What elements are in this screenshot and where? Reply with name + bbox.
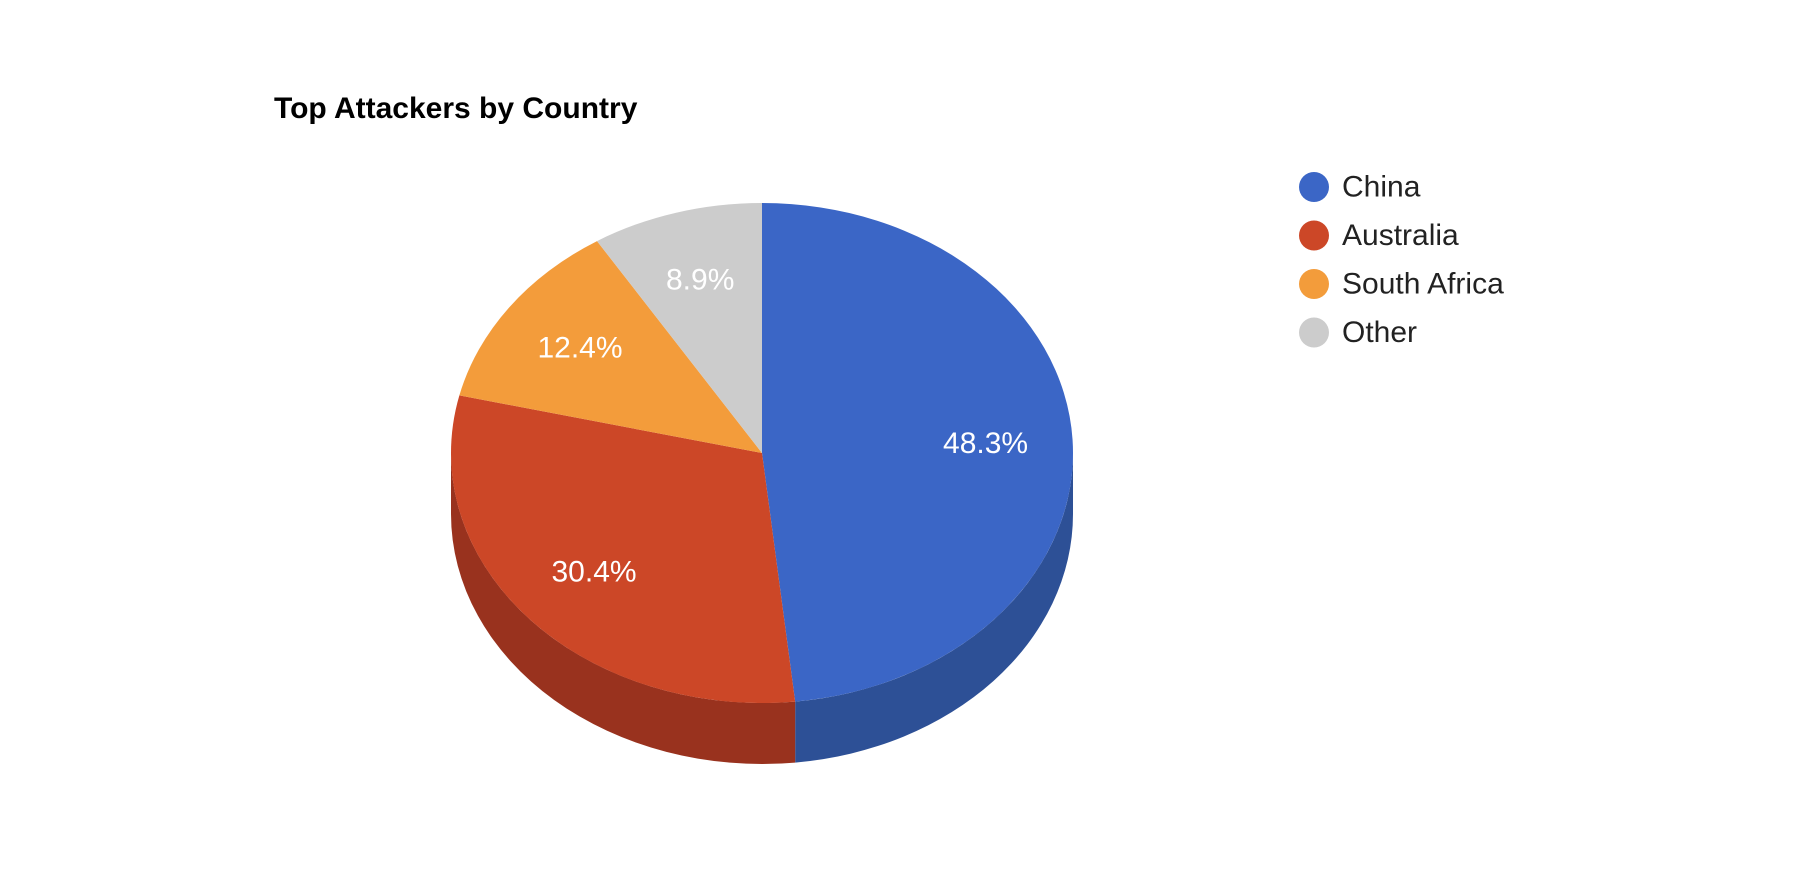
pie-slice-china[interactable] bbox=[762, 203, 1074, 702]
pie-slice-australia[interactable] bbox=[450, 395, 796, 704]
pie-side-australia bbox=[451, 453, 796, 764]
legend: China Australia South Africa Other bbox=[1299, 171, 1504, 349]
pie-slice-other[interactable] bbox=[597, 203, 762, 453]
legend-swatch bbox=[1299, 172, 1329, 202]
legend-label: South Africa bbox=[1342, 268, 1504, 301]
legend-label: China bbox=[1342, 171, 1421, 204]
legend-item-other[interactable]: Other bbox=[1299, 316, 1417, 349]
slice-label-south-africa: 12.4% bbox=[537, 332, 622, 365]
slice-label-china: 48.3% bbox=[943, 427, 1028, 460]
legend-swatch bbox=[1299, 317, 1329, 348]
chart-title: Top Attackers by Country bbox=[274, 92, 638, 125]
slice-label-other: 8.9% bbox=[666, 263, 734, 296]
legend-label: Australia bbox=[1342, 219, 1459, 252]
legend-item-china[interactable]: China bbox=[1299, 171, 1421, 204]
pie-sides bbox=[451, 453, 1073, 764]
legend-item-australia[interactable]: Australia bbox=[1299, 219, 1459, 252]
pie-side-china bbox=[795, 453, 1073, 763]
pie-slice-south-africa[interactable] bbox=[459, 241, 762, 453]
slice-label-australia: 30.4% bbox=[551, 556, 636, 589]
pie-slice-labels: 48.3% 30.4% 12.4% 8.9% bbox=[537, 263, 1028, 588]
legend-label: Other bbox=[1342, 316, 1417, 349]
pie-slices bbox=[450, 203, 1074, 704]
legend-swatch bbox=[1299, 220, 1329, 251]
legend-item-south-africa[interactable]: South Africa bbox=[1299, 268, 1504, 301]
legend-swatch bbox=[1299, 269, 1329, 299]
